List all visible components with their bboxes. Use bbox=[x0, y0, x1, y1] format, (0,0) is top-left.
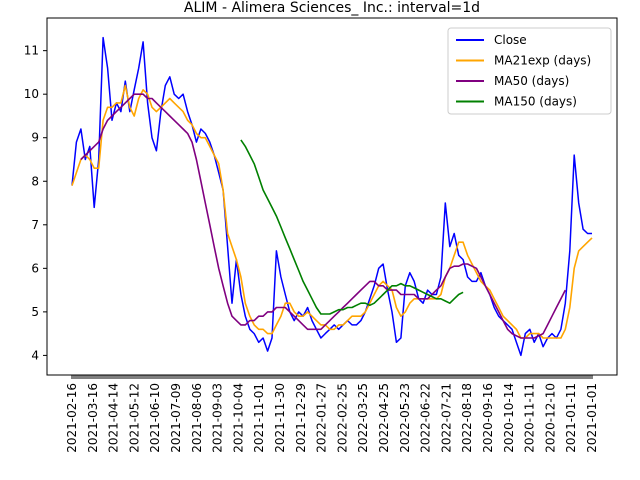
x-tick-label-0: 2021-02-16 bbox=[65, 383, 79, 453]
x-tick-label-3: 2021-05-12 bbox=[127, 383, 141, 453]
x-tick-label-2: 2021-04-14 bbox=[107, 383, 121, 453]
x-tick-label-1: 2021-03-16 bbox=[86, 383, 100, 453]
y-tick-label-0: 4 bbox=[31, 348, 39, 362]
y-tick-label-7: 11 bbox=[24, 44, 39, 58]
series-line-0 bbox=[71, 36, 592, 357]
y-tick-label-1: 5 bbox=[31, 305, 39, 319]
x-tick-label-25: 2021-01-01 bbox=[585, 383, 599, 453]
chart-title: ALIM - Alimera Sciences_ Inc.: interval=… bbox=[184, 0, 480, 16]
x-tick-label-20: 2020-09-16 bbox=[481, 383, 495, 453]
x-tick-label-9: 2021-11-01 bbox=[252, 383, 266, 453]
x-tick-label-11: 2021-12-29 bbox=[294, 383, 308, 453]
x-tick-label-23: 2020-12-10 bbox=[543, 383, 557, 453]
y-tick-label-6: 10 bbox=[24, 87, 39, 101]
legend-label-3: MA150 (days) bbox=[494, 95, 577, 109]
y-tick-label-5: 9 bbox=[31, 131, 39, 145]
y-tick-label-2: 6 bbox=[31, 261, 39, 275]
x-tick-label-22: 2020-11-11 bbox=[523, 383, 537, 453]
x-tick-label-14: 2022-03-25 bbox=[356, 383, 370, 453]
x-tick-label-5: 2021-07-09 bbox=[169, 383, 183, 453]
series-line-2 bbox=[80, 93, 567, 339]
y-tick-label-3: 7 bbox=[31, 218, 39, 232]
x-tick-label-24: 2021-01-11 bbox=[564, 383, 578, 453]
series-line-1 bbox=[71, 84, 593, 339]
legend-box bbox=[447, 27, 612, 115]
x-tick-label-10: 2021-11-30 bbox=[273, 383, 287, 453]
x-tick-label-15: 2022-04-25 bbox=[377, 383, 391, 453]
y-axis: 4 5 6 7 8 9 10 11 bbox=[24, 44, 47, 362]
legend: Close MA21exp (days) MA50 (days) MA150 (day… bbox=[447, 27, 612, 115]
legend-label-2: MA50 (days) bbox=[494, 74, 569, 88]
x-tick-label-6: 2021-08-06 bbox=[190, 383, 204, 453]
x-tick-label-13: 2022-02-25 bbox=[335, 383, 349, 453]
series-line-3 bbox=[240, 139, 464, 315]
legend-label-1: MA21exp (days) bbox=[494, 54, 591, 68]
legend-label-0: Close bbox=[494, 33, 527, 47]
x-tick-label-8: 2021-10-04 bbox=[231, 383, 245, 453]
y-tick-label-4: 8 bbox=[31, 174, 39, 188]
x-tick-label-7: 2021-09-03 bbox=[211, 383, 225, 453]
x-axis: 2021-02-16 2021-03-16 2021-04-14 2021-05-12… bbox=[65, 375, 599, 453]
x-tick-label-19: 2022-08-18 bbox=[460, 383, 474, 453]
x-tick-label-4: 2021-06-10 bbox=[148, 383, 162, 453]
x-tick-label-12: 2022-01-27 bbox=[315, 383, 329, 453]
x-tick-label-16: 2022-05-23 bbox=[398, 383, 412, 453]
x-tick-label-18: 2022-07-21 bbox=[439, 383, 453, 453]
x-tick-label-21: 2020-10-14 bbox=[502, 383, 516, 453]
x-tick-label-17: 2022-06-22 bbox=[419, 383, 433, 453]
